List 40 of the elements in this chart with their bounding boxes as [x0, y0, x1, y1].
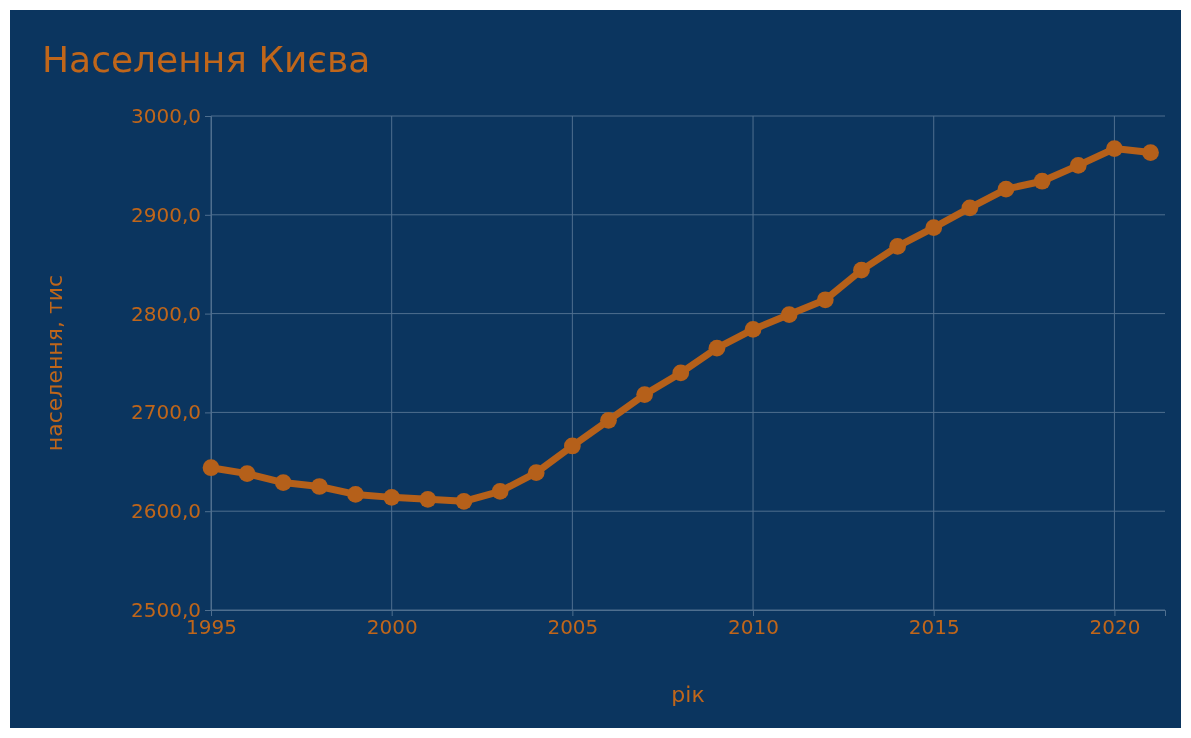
- point: [600, 411, 617, 429]
- point: [311, 478, 328, 495]
- point: [672, 364, 690, 382]
- point: [455, 492, 473, 510]
- point: [780, 306, 798, 323]
- point: [961, 199, 979, 217]
- y-axis-title: населення, тис: [42, 274, 67, 452]
- point: [527, 464, 545, 482]
- y-tick-label: 2900,0: [131, 202, 201, 227]
- y-tick-label: 2700,0: [131, 400, 201, 425]
- point: [853, 261, 870, 279]
- point: [202, 459, 220, 477]
- point: [708, 339, 726, 357]
- y-tick-label: 2600,0: [131, 499, 201, 524]
- point: [274, 474, 292, 491]
- x-tick-label: 2005: [547, 615, 599, 640]
- point: [419, 490, 437, 508]
- point: [1106, 140, 1123, 157]
- point: [491, 483, 509, 500]
- x-tick-label: 2000: [366, 615, 418, 640]
- point: [1142, 144, 1159, 161]
- point: [925, 219, 943, 236]
- point: [238, 465, 256, 483]
- point: [1069, 157, 1087, 174]
- x-tick-label: 2010: [728, 615, 779, 640]
- point: [347, 486, 364, 503]
- point: [636, 386, 653, 403]
- point: [744, 321, 762, 338]
- point: [816, 291, 834, 309]
- chart-title: Населення Києва: [42, 39, 371, 80]
- y-tick-label: 2800,0: [131, 301, 201, 326]
- point: [997, 180, 1015, 198]
- point: [564, 437, 581, 455]
- x-tick-label: 2015: [908, 615, 960, 640]
- y-tick-label: 3000,0: [131, 103, 201, 128]
- x-tick-label: 2020: [1089, 615, 1141, 640]
- point: [1033, 172, 1051, 190]
- x-axis-title: рік: [671, 682, 705, 707]
- point: [383, 489, 401, 506]
- point: [889, 238, 906, 255]
